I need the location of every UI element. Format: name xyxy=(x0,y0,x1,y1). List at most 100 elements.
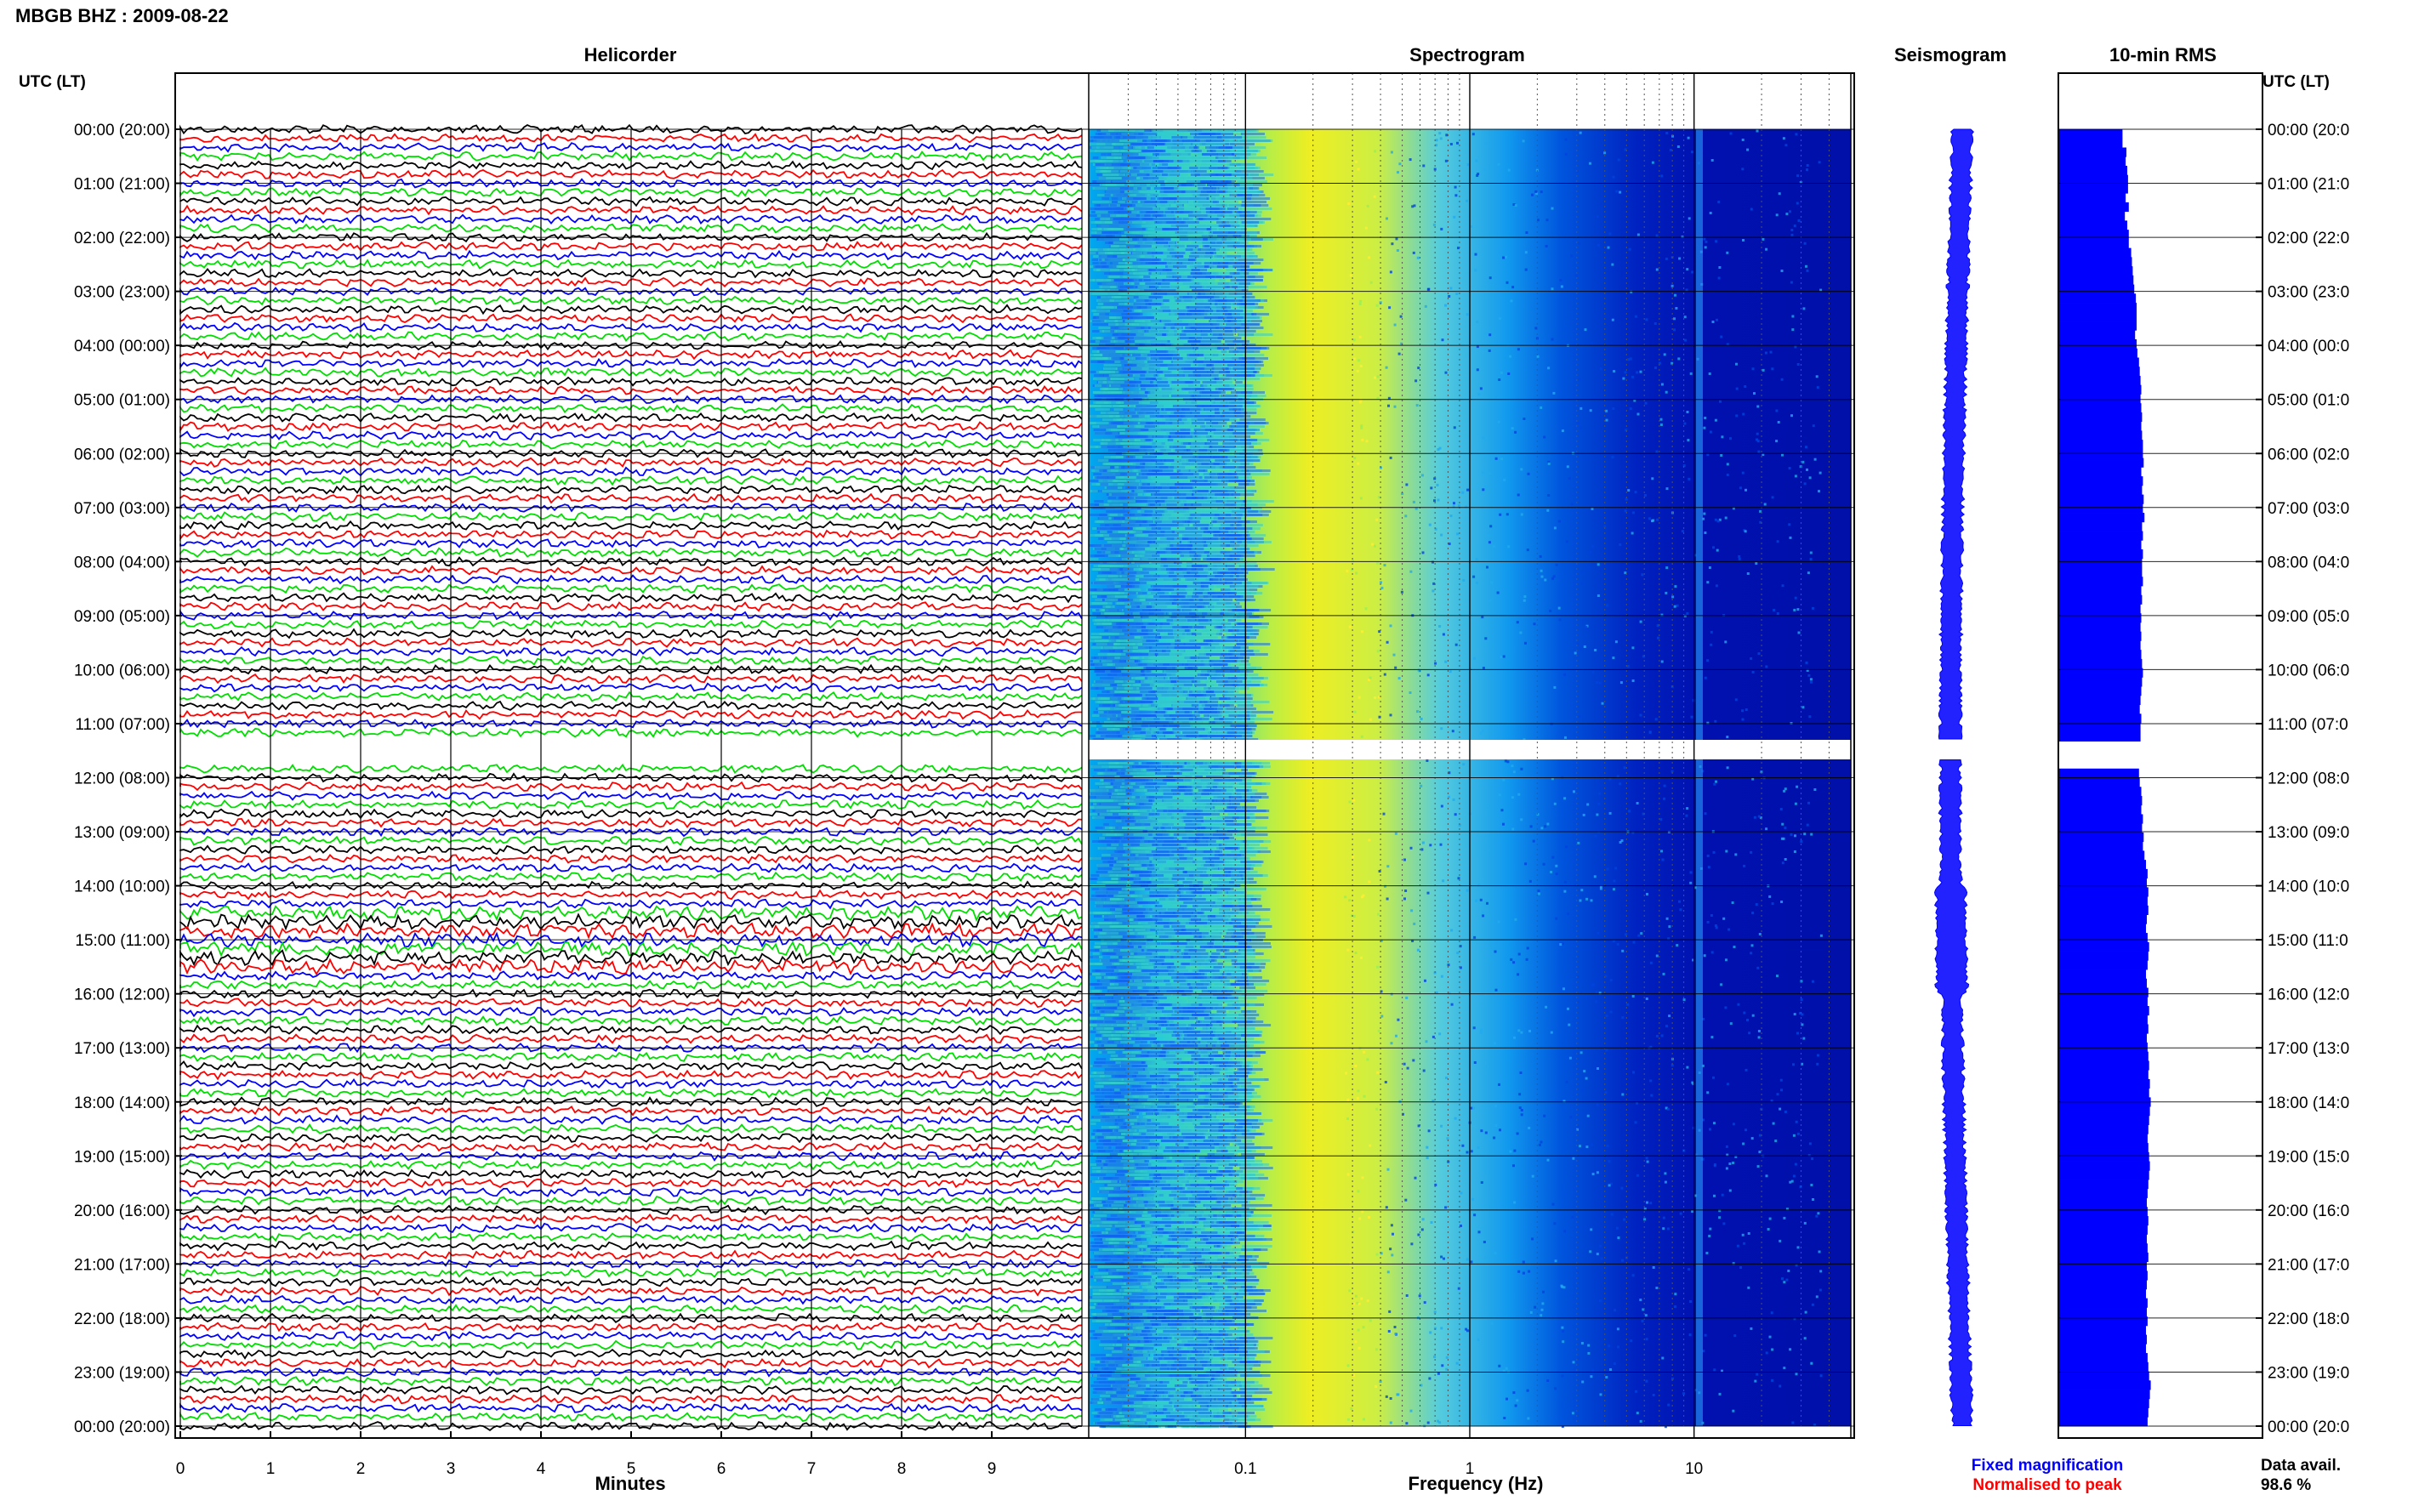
spec-cell xyxy=(1176,204,1183,207)
spec-cell xyxy=(1136,622,1144,625)
spec-cell xyxy=(1124,293,1136,295)
spec-cell xyxy=(1201,677,1216,679)
spec-cell xyxy=(1119,265,1133,268)
spec-cell xyxy=(1193,680,1208,683)
spec-cell xyxy=(1135,310,1141,312)
spec-cell xyxy=(1131,282,1150,285)
spec-cell xyxy=(1090,592,1124,594)
spec-cell xyxy=(1117,793,1127,795)
spec-cell xyxy=(1151,293,1157,295)
spec-cell xyxy=(1136,663,1170,666)
spec-cell xyxy=(1158,663,1188,666)
spec-cell xyxy=(1180,554,1204,557)
spec-cell xyxy=(1126,160,1145,162)
spec-cell xyxy=(1097,527,1130,530)
spec-cell xyxy=(1101,170,1112,173)
spec-cell xyxy=(1095,163,1113,166)
spec-cell xyxy=(1095,639,1109,642)
spec-cell xyxy=(1113,646,1136,649)
spec-cell xyxy=(1094,500,1104,503)
spec-cell xyxy=(1181,177,1206,179)
spec-cell xyxy=(1202,286,1225,288)
spec-cell xyxy=(1136,364,1160,367)
spec-cell xyxy=(1155,139,1167,142)
spec-cell xyxy=(1101,384,1110,387)
spec-cell xyxy=(1210,150,1216,152)
spec-cell xyxy=(1091,228,1102,230)
spec-cell xyxy=(1101,446,1120,448)
spec-cell xyxy=(1157,381,1169,384)
spec-cell xyxy=(1234,129,1259,132)
spec-cell xyxy=(1217,303,1238,305)
spec-cell xyxy=(1148,276,1173,278)
spec-cell xyxy=(1186,306,1210,309)
spec-cell xyxy=(1113,194,1130,196)
spec-cell xyxy=(1181,561,1196,564)
spec-cell xyxy=(1198,449,1218,452)
spec-cell xyxy=(1136,701,1153,703)
spec-cell xyxy=(1239,718,1272,720)
spec-cell xyxy=(1108,374,1129,377)
spec-cell xyxy=(1217,235,1238,237)
spec-cell xyxy=(1160,272,1182,275)
spec-cell xyxy=(1100,483,1109,486)
spec-cell xyxy=(1192,738,1221,741)
spec-cell xyxy=(1090,725,1096,727)
spec-cell xyxy=(1180,259,1214,261)
spec-cell xyxy=(1185,537,1219,540)
spec-cell xyxy=(1157,136,1172,139)
spec-cell xyxy=(1163,725,1186,727)
spec-cell xyxy=(1158,544,1170,547)
spec-cell xyxy=(1117,282,1135,285)
spec-cell xyxy=(1142,704,1166,707)
spec-cell xyxy=(1206,384,1235,387)
spec-cell xyxy=(1235,725,1249,727)
spec-cell xyxy=(1142,708,1158,710)
spec-cell xyxy=(1141,725,1148,727)
spec-cell xyxy=(1224,708,1236,710)
spec-cell xyxy=(1097,282,1124,285)
spec-cell xyxy=(1162,173,1168,176)
spec-cell xyxy=(1119,691,1150,693)
spec-cell xyxy=(1174,459,1187,462)
spec-cell xyxy=(1218,316,1244,319)
spec-cell xyxy=(1093,378,1107,380)
spec-cell xyxy=(1186,565,1218,567)
spec-cell xyxy=(1165,408,1185,411)
spec-cell xyxy=(1155,772,1181,775)
spec-cell xyxy=(1098,728,1123,730)
spec-cell xyxy=(1210,252,1227,254)
spec-cell xyxy=(1170,252,1186,254)
spec-cell xyxy=(1185,146,1194,149)
spec-cell xyxy=(1198,571,1210,574)
spec-cell xyxy=(1132,248,1154,251)
spec-cell xyxy=(1155,204,1177,207)
spec-cell xyxy=(1122,735,1152,737)
spec-cell xyxy=(1198,327,1221,329)
spec-cell xyxy=(1136,306,1152,309)
spec-cell xyxy=(1193,711,1203,713)
spec-cell xyxy=(1167,439,1174,441)
spec-cell xyxy=(1112,262,1131,264)
spec-cell xyxy=(1108,129,1136,132)
spec-cell xyxy=(1221,799,1249,802)
spec-cell xyxy=(1181,503,1193,506)
spec-cell xyxy=(1113,391,1145,394)
spec-cell xyxy=(1194,779,1229,782)
spec-cell xyxy=(1114,330,1145,333)
spec-cell xyxy=(1147,228,1163,230)
spec-cell xyxy=(1143,333,1163,336)
spec-cell xyxy=(1210,687,1239,690)
spec-cell xyxy=(1192,544,1204,547)
spec-cell xyxy=(1121,670,1141,673)
spec-cell xyxy=(1122,316,1154,319)
spec-cell xyxy=(1119,286,1143,288)
spec-cell xyxy=(1170,310,1190,312)
spec-cell xyxy=(1178,313,1186,315)
spec-cell xyxy=(1179,541,1212,543)
spec-cell xyxy=(1174,412,1200,414)
spec-cell xyxy=(1175,211,1198,213)
spec-cell xyxy=(1207,333,1234,336)
spec-cell xyxy=(1203,762,1235,765)
spec-cell xyxy=(1212,374,1227,377)
